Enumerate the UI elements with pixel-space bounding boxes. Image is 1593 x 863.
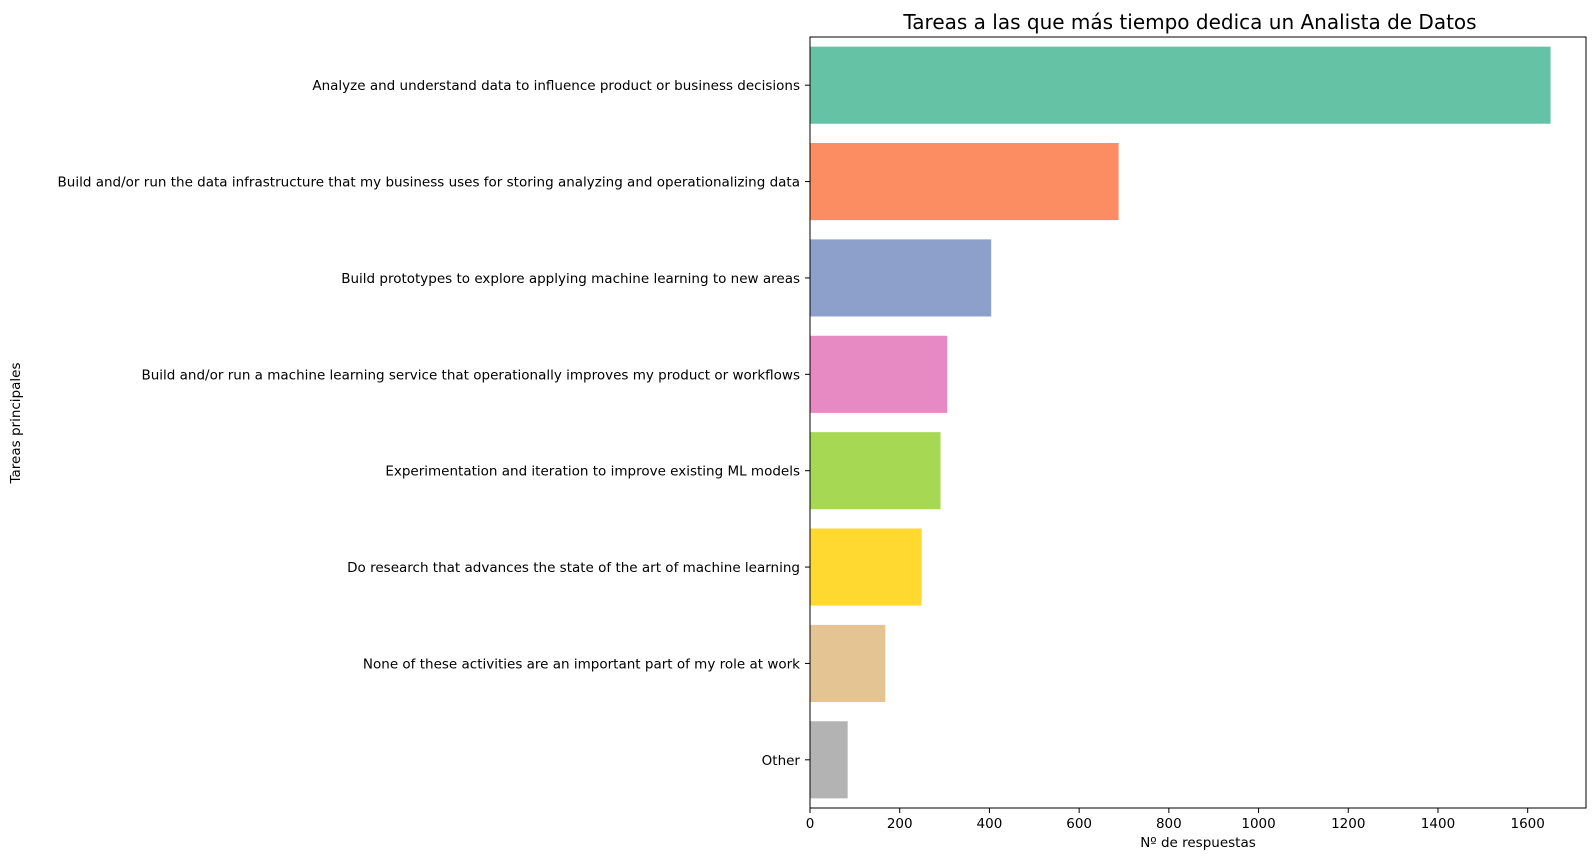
y-tick-label: Build prototypes to explore applying mac… [341, 271, 800, 287]
x-tick-label: 800 [1156, 816, 1182, 832]
x-tick-label: 400 [977, 816, 1003, 832]
y-tick-label: Build and/or run the data infrastructure… [58, 175, 800, 191]
x-tick-label: 1600 [1511, 816, 1545, 832]
chart-title: Tareas a las que más tiempo dedica un An… [902, 10, 1476, 34]
bar [810, 432, 941, 510]
x-axis-ticks: 0 200 400 600 800 1000 1200 1400 1600 [806, 808, 1545, 832]
x-tick-label: 600 [1066, 816, 1092, 832]
y-tick-label: None of these activities are an importan… [363, 656, 800, 672]
plot-frame [809, 36, 1587, 809]
bar [810, 624, 886, 702]
bar [810, 721, 848, 799]
bar [810, 143, 1119, 221]
x-tick-label: 1400 [1421, 816, 1455, 832]
x-tick-label: 200 [887, 816, 913, 832]
y-axis-label: Tareas principales [8, 363, 24, 485]
x-tick-label: 1000 [1241, 816, 1275, 832]
y-tick-label: Experimentation and iteration to improve… [385, 464, 800, 480]
bar [810, 528, 922, 606]
bar [810, 239, 992, 317]
y-axis-ticks: Analyze and understand data to influence… [58, 78, 810, 769]
y-tick-label: Build and/or run a machine learning serv… [141, 367, 800, 383]
x-tick-label: 0 [806, 816, 815, 832]
bar [810, 335, 948, 413]
bars-layer [810, 46, 1551, 799]
bar [810, 46, 1551, 124]
x-tick-label: 1200 [1331, 816, 1365, 832]
x-axis-label: Nº de respuestas [1140, 835, 1256, 851]
y-tick-label: Do research that advances the state of t… [347, 560, 800, 576]
y-tick-label: Other [762, 753, 801, 769]
y-tick-label: Analyze and understand data to influence… [312, 78, 800, 94]
